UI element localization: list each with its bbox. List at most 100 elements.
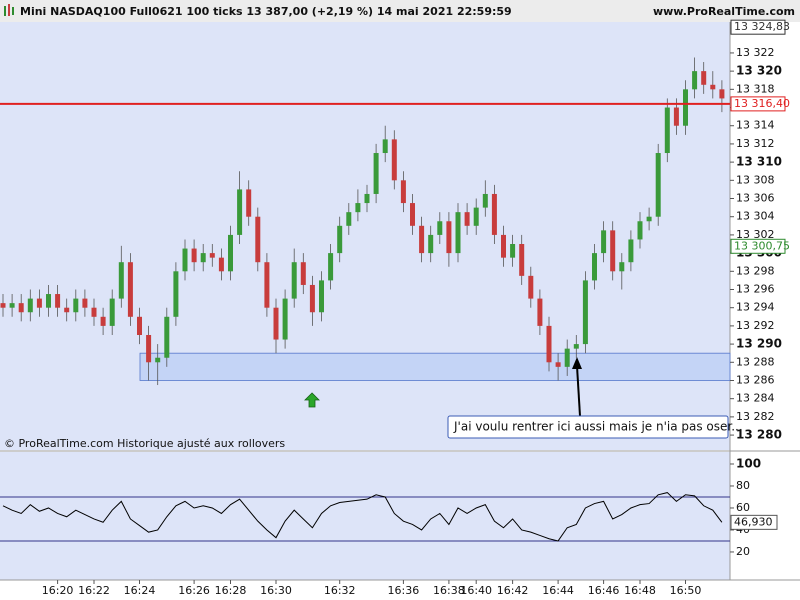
candle-body bbox=[592, 253, 597, 281]
candle-body bbox=[455, 212, 461, 254]
candle-body bbox=[18, 303, 24, 313]
value-marker bbox=[730, 514, 778, 530]
icon bbox=[4, 6, 6, 16]
candle-body bbox=[437, 221, 443, 235]
y-tick-label: 13 284 bbox=[736, 392, 775, 405]
candle-body bbox=[582, 280, 588, 345]
candle-body bbox=[137, 316, 142, 335]
candle-body bbox=[309, 284, 315, 313]
candle-body bbox=[155, 357, 161, 363]
candle-body bbox=[9, 303, 15, 308]
annotation-box bbox=[447, 415, 729, 439]
candle-body bbox=[428, 234, 434, 254]
candle-body bbox=[100, 316, 106, 326]
y-tick-label: 13 306 bbox=[736, 192, 775, 205]
candle-body bbox=[473, 207, 479, 226]
x-tick-label: 16:44 bbox=[542, 584, 574, 597]
oscillator-panel bbox=[0, 452, 730, 580]
candle-body bbox=[237, 189, 243, 235]
y-tick-label: 13 296 bbox=[736, 283, 775, 296]
y-tick-label: 100 bbox=[736, 456, 761, 470]
candle-body bbox=[510, 244, 516, 258]
candle-body bbox=[264, 262, 270, 308]
candle-body bbox=[291, 262, 297, 299]
y-tick-label: 13 286 bbox=[736, 373, 775, 386]
candle-body bbox=[601, 230, 607, 254]
candle-body bbox=[528, 275, 534, 299]
candle-body bbox=[218, 257, 224, 272]
candle-body bbox=[410, 203, 415, 226]
x-tick-label: 16:20 bbox=[42, 584, 74, 597]
candle-body bbox=[482, 193, 488, 208]
candle-body bbox=[255, 216, 261, 263]
y-tick-label: 13 308 bbox=[736, 173, 775, 186]
candle-body bbox=[519, 244, 525, 276]
y-tick-label: 13 318 bbox=[736, 82, 775, 95]
candle-body bbox=[36, 298, 42, 308]
candle-body bbox=[46, 294, 51, 308]
candle-body bbox=[537, 298, 543, 326]
candle-body bbox=[346, 212, 352, 226]
candle-body bbox=[91, 307, 97, 317]
x-tick-label: 16:36 bbox=[388, 584, 420, 597]
candle-body bbox=[364, 193, 370, 204]
icon bbox=[8, 4, 10, 16]
x-tick-label: 16:40 bbox=[460, 584, 492, 597]
candle-body bbox=[382, 139, 388, 154]
icon bbox=[12, 7, 14, 15]
candle-body bbox=[173, 271, 179, 317]
candle-body bbox=[300, 262, 306, 285]
oscillator-line bbox=[2, 492, 723, 542]
candle-body bbox=[646, 216, 652, 222]
candle-body bbox=[209, 253, 215, 258]
candle-body bbox=[673, 107, 679, 126]
price-marker bbox=[730, 19, 786, 35]
y-tick-label: 13 302 bbox=[736, 228, 775, 241]
y-tick-label: 80 bbox=[736, 479, 750, 492]
y-tick-label: 13 294 bbox=[736, 301, 775, 314]
annotation-arrow bbox=[576, 365, 581, 417]
y-tick-label: 13 320 bbox=[736, 64, 782, 78]
candle-body bbox=[337, 225, 343, 254]
price-marker-label: 13 316,40 bbox=[734, 97, 790, 110]
candle-body bbox=[683, 89, 688, 126]
candle-body bbox=[664, 107, 670, 154]
x-tick-label: 16:30 bbox=[260, 584, 292, 597]
candle-body bbox=[228, 234, 233, 272]
candle-body bbox=[610, 230, 616, 272]
candle-body bbox=[419, 225, 425, 254]
y-tick-label: 13 298 bbox=[736, 264, 775, 277]
x-tick-label: 16:22 bbox=[78, 584, 110, 597]
y-tick-label: 13 310 bbox=[736, 155, 782, 169]
candle-body bbox=[127, 262, 133, 317]
candle-body bbox=[27, 298, 33, 313]
x-tick-label: 16:48 bbox=[624, 584, 656, 597]
candle-body bbox=[118, 262, 124, 299]
y-tick-label: 13 282 bbox=[736, 410, 775, 423]
x-tick-label: 16:28 bbox=[215, 584, 247, 597]
x-tick-label: 16:46 bbox=[588, 584, 620, 597]
candle-body bbox=[146, 334, 152, 363]
candle-body bbox=[246, 189, 252, 217]
candle-body bbox=[328, 253, 334, 281]
y-tick-label: 60 bbox=[736, 501, 750, 514]
candle-body bbox=[73, 298, 79, 313]
candle-body bbox=[710, 84, 716, 90]
candle-body bbox=[655, 153, 661, 217]
buy-arrow bbox=[304, 392, 320, 408]
candle-body bbox=[546, 325, 552, 363]
annotation: J'ai voulu rentrer ici aussi mais je n'i… bbox=[453, 420, 743, 434]
price-marker bbox=[730, 238, 786, 254]
candle-body bbox=[564, 348, 570, 367]
candle-body bbox=[501, 234, 506, 258]
candle-body bbox=[619, 262, 625, 272]
candle-body bbox=[555, 362, 561, 367]
x-tick-label: 16:32 bbox=[324, 584, 356, 597]
footnote: © ProRealTime.com Historique ajusté aux … bbox=[4, 437, 285, 450]
candle-body bbox=[701, 71, 707, 85]
candle-body bbox=[628, 239, 634, 263]
y-tick-label: 20 bbox=[736, 545, 750, 558]
candle-body bbox=[573, 344, 579, 349]
candle-body bbox=[200, 253, 206, 263]
y-tick-label: 13 290 bbox=[736, 337, 782, 351]
